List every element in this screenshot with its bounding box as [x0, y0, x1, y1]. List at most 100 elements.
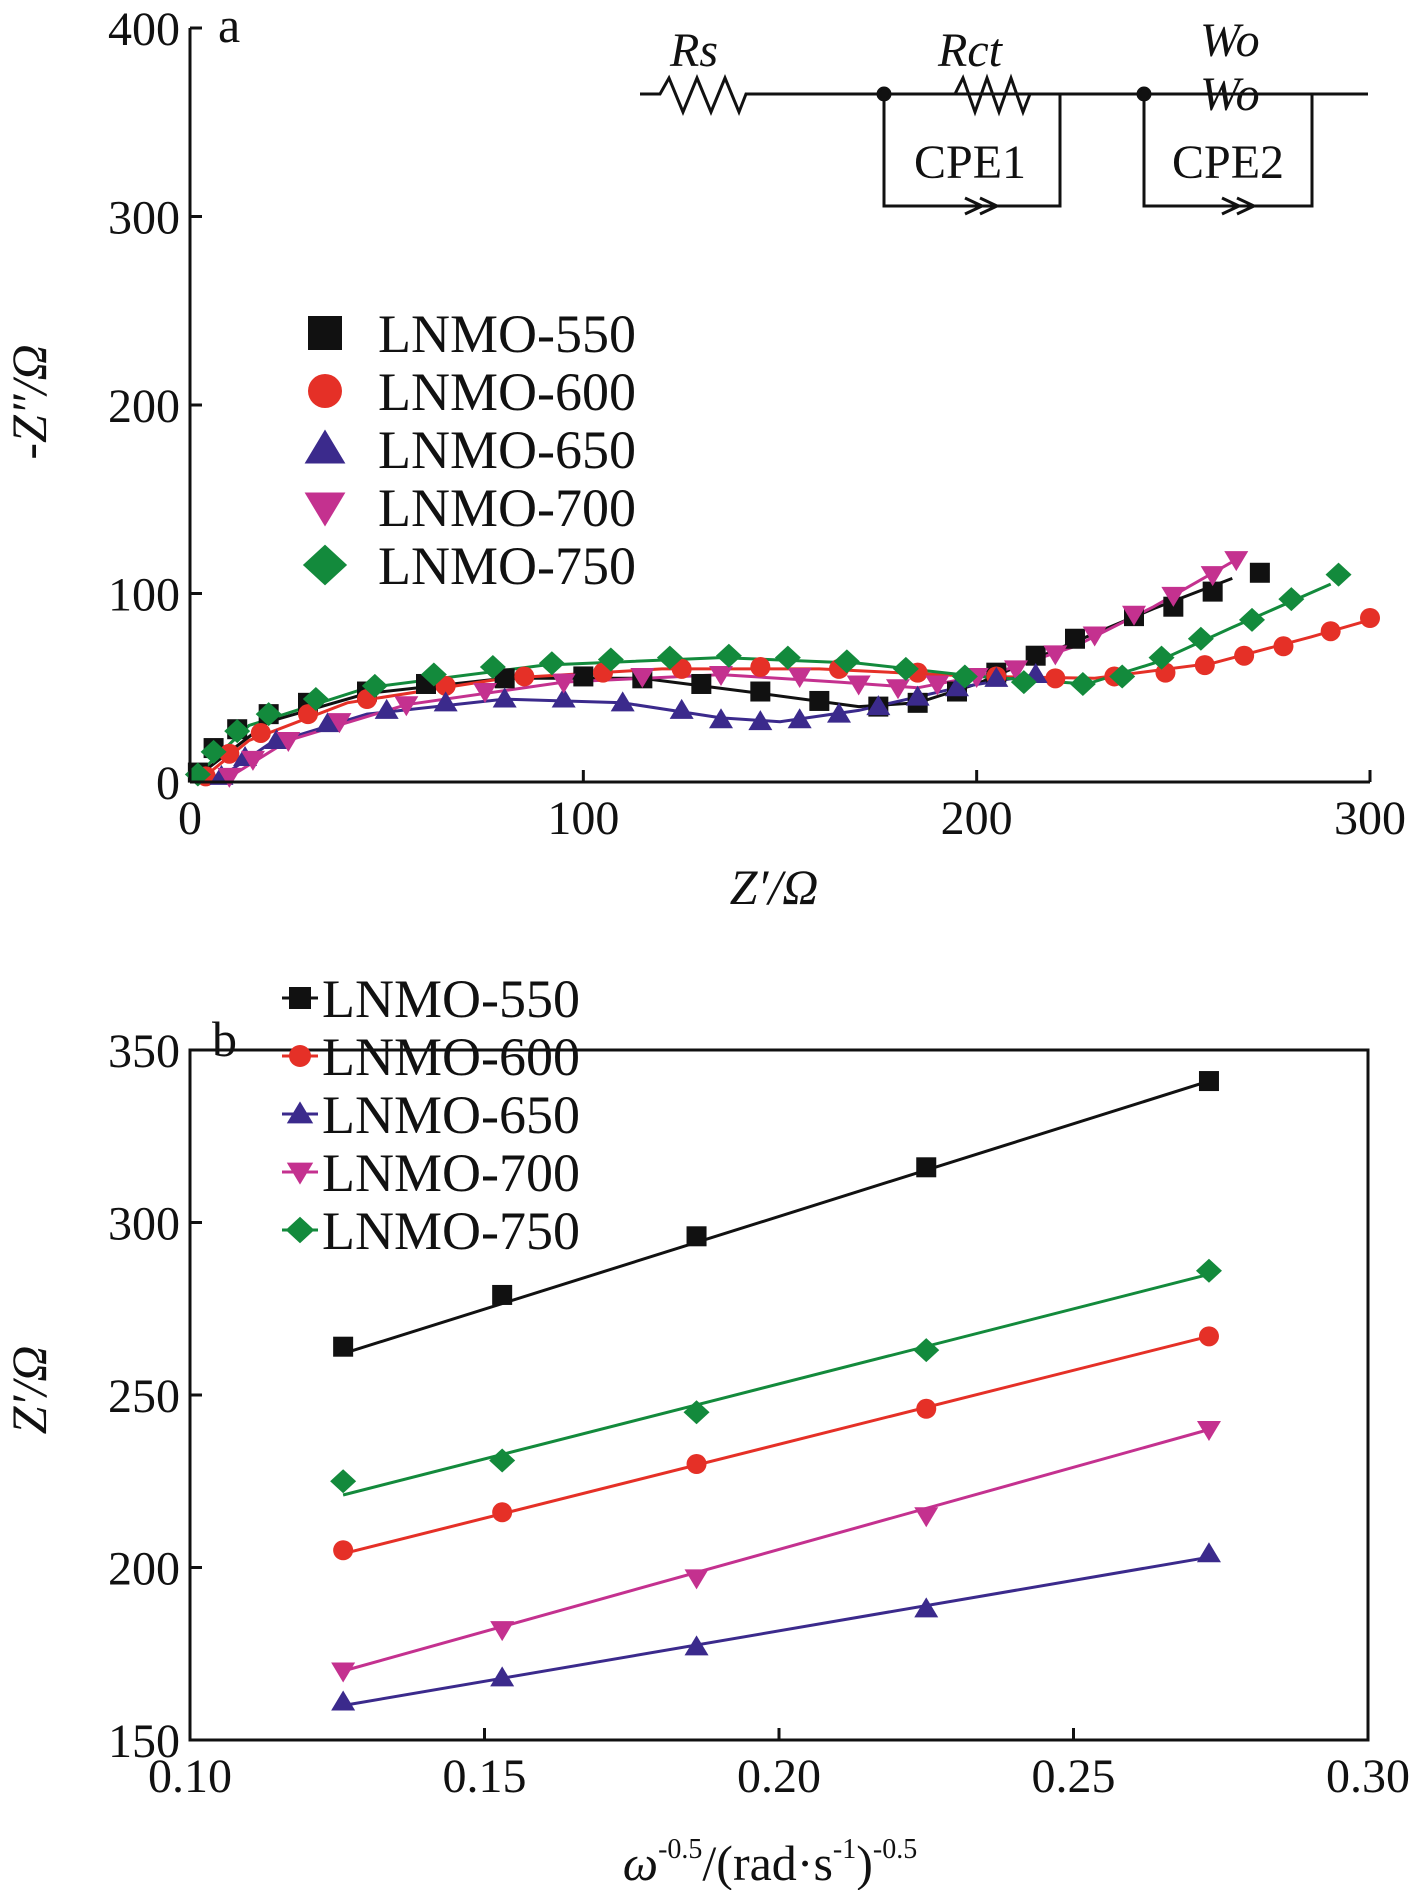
data-point-lnmo-750: [330, 1469, 357, 1494]
data-point-lnmo-750: [1325, 562, 1352, 587]
data-point-lnmo-700: [276, 732, 301, 753]
data-point-lnmo-700: [886, 679, 910, 700]
data-point-lnmo-650: [709, 708, 733, 729]
x-tick-label: 0.20: [737, 1750, 821, 1803]
panel-b-data-points: [330, 1071, 1222, 1711]
data-point-lnmo-750: [951, 664, 978, 689]
data-point-lnmo-750: [200, 739, 227, 764]
data-point-lnmo-550: [916, 1157, 937, 1178]
data-point-lnmo-700: [327, 713, 352, 734]
legend-marker-lnmo-550: [308, 316, 342, 350]
x-tick-label: 0.10: [148, 1750, 232, 1803]
data-point-lnmo-600: [219, 743, 240, 764]
cpe1-symbol: [964, 196, 1001, 216]
data-point-lnmo-550: [809, 690, 830, 711]
cpe1-branch: [882, 94, 1062, 208]
panel-b-x-axis-title: ω-0.5/(rad·s-1)-0.5: [623, 1834, 917, 1890]
data-point-lnmo-650: [264, 729, 289, 750]
data-point-lnmo-750: [1148, 645, 1175, 670]
legend-marker-lnmo-700: [286, 1162, 314, 1185]
data-point-lnmo-750: [597, 647, 624, 672]
legend-marker-lnmo-750: [302, 544, 348, 586]
data-point-lnmo-700: [1122, 605, 1146, 626]
x-tick-label: 200: [941, 792, 1013, 845]
cpe2-symbol: [1221, 196, 1258, 216]
x-tick-label: 100: [547, 792, 619, 845]
data-point-lnmo-600: [298, 704, 318, 725]
legend-label-lnmo-700: LNMO-700: [378, 478, 636, 538]
data-point-lnmo-600: [671, 658, 692, 679]
data-point-lnmo-700: [217, 767, 242, 788]
fit-line-lnmo-750: [342, 1272, 1210, 1497]
cpe2-branch: [1142, 94, 1314, 208]
data-point-lnmo-700: [490, 1621, 515, 1642]
data-point-lnmo-650: [492, 687, 517, 708]
data-point-lnmo-550: [333, 1336, 354, 1357]
x-tick-label: 0: [178, 792, 202, 845]
data-point-lnmo-600: [750, 657, 771, 678]
data-point-lnmo-700: [1196, 1421, 1221, 1441]
data-point-lnmo-750: [361, 673, 388, 698]
data-point-lnmo-650: [866, 695, 891, 716]
legend-label-lnmo-550: LNMO-550: [378, 304, 636, 364]
legend-marker-lnmo-650: [304, 429, 346, 464]
panel-a-label: a: [218, 0, 240, 53]
data-point-lnmo-550: [691, 673, 712, 694]
data-point-lnmo-650: [490, 1666, 515, 1687]
data-point-lnmo-700: [925, 675, 950, 696]
legend-label-lnmo-750: LNMO-750: [378, 536, 636, 596]
panel-b-y-axis-title: Z′/Ω: [1, 1346, 57, 1435]
data-point-lnmo-700: [1004, 660, 1028, 681]
data-point-lnmo-750: [1195, 1258, 1222, 1283]
data-point-lnmo-750: [1109, 664, 1136, 689]
legend-label-lnmo-750: LNMO-750: [322, 1201, 580, 1261]
legend-label-lnmo-600: LNMO-600: [322, 1027, 580, 1087]
data-point-lnmo-700: [630, 667, 655, 688]
y-tick-label: 350: [108, 1025, 180, 1078]
data-point-lnmo-750: [479, 655, 506, 680]
data-point-lnmo-750: [774, 645, 801, 670]
data-point-lnmo-700: [394, 696, 419, 717]
fit-line-lnmo-600: [342, 1334, 1210, 1556]
data-point-lnmo-750: [715, 643, 742, 668]
data-point-lnmo-650: [315, 712, 340, 733]
data-point-lnmo-650: [787, 708, 812, 729]
data-point-lnmo-700: [1082, 626, 1107, 647]
data-point-lnmo-650: [374, 698, 399, 719]
data-point-lnmo-700: [1161, 586, 1186, 607]
legend-marker-lnmo-650: [286, 1101, 314, 1124]
data-point-lnmo-600: [1360, 608, 1380, 629]
data-point-lnmo-650: [748, 710, 773, 731]
data-point-lnmo-700: [709, 666, 733, 687]
x-tick-label: 0.25: [1032, 1750, 1116, 1803]
y-tick-label: 150: [108, 1715, 180, 1768]
y-tick-label: 400: [108, 3, 180, 56]
data-point-lnmo-750: [683, 1400, 710, 1425]
y-tick-label: 200: [108, 380, 180, 433]
data-point-lnmo-650: [945, 676, 969, 697]
circuit-wire-left: [640, 74, 1368, 117]
data-point-lnmo-700: [787, 667, 812, 688]
legend-marker-lnmo-750: [285, 1216, 315, 1244]
data-point-lnmo-700: [684, 1569, 709, 1590]
data-point-lnmo-600: [492, 1502, 513, 1523]
data-point-lnmo-750: [656, 645, 683, 670]
panel-a-nyquist-plot: a Rs Rct Wo Wo CPE1 CPE2 0 100 200 300 0 100 2…: [1, 0, 1406, 915]
data-point-lnmo-650: [914, 1597, 939, 1618]
data-point-lnmo-650: [331, 1690, 356, 1711]
data-point-lnmo-750: [1278, 587, 1305, 612]
label-wo-2: Wo: [1200, 68, 1260, 121]
data-point-lnmo-700: [914, 1507, 939, 1528]
rct-resistor: [953, 73, 1032, 117]
data-point-lnmo-750: [255, 702, 282, 727]
legend-marker-lnmo-550: [289, 987, 311, 1009]
data-point-lnmo-550: [750, 681, 771, 702]
fit-line-lnmo-700: [342, 1428, 1210, 1673]
label-cpe2: CPE2: [1172, 136, 1284, 189]
data-point-lnmo-600: [686, 1454, 707, 1474]
data-point-lnmo-600: [1045, 668, 1066, 689]
data-point-lnmo-700: [240, 750, 265, 771]
panel-a-fit-lines: [188, 558, 1371, 784]
